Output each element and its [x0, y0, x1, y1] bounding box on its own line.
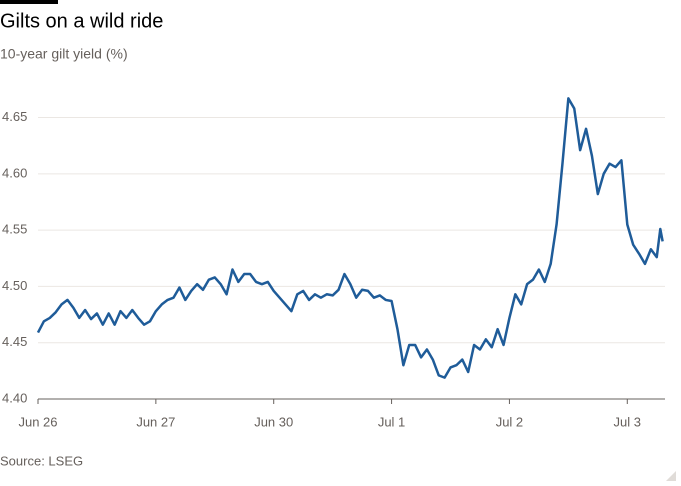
brand-bar	[0, 0, 58, 4]
y-tick-label: 4.40	[2, 390, 27, 405]
y-tick-label: 4.50	[2, 278, 27, 293]
corner-mark	[666, 471, 676, 481]
line	[36, 97, 664, 379]
x-tick-label: Jun 27	[136, 414, 175, 429]
x-tick-label: Jul 1	[378, 414, 405, 429]
x-tick-label: Jul 3	[614, 414, 641, 429]
y-tick-label: 4.55	[2, 222, 27, 237]
x-tick-label: Jun 30	[254, 414, 293, 429]
y-tick-label: 4.45	[2, 334, 27, 349]
source: Source: LSEG	[0, 453, 83, 468]
y-tick-label: 4.60	[2, 165, 27, 180]
x-tick-label: Jun 26	[18, 414, 57, 429]
chart-title: Gilts on a wild ride	[0, 10, 163, 32]
x-tick-label: Jul 2	[496, 414, 523, 429]
chart-subtitle: 10-year gilt yield (%)	[0, 46, 128, 62]
y-tick-label: 4.65	[2, 109, 27, 124]
